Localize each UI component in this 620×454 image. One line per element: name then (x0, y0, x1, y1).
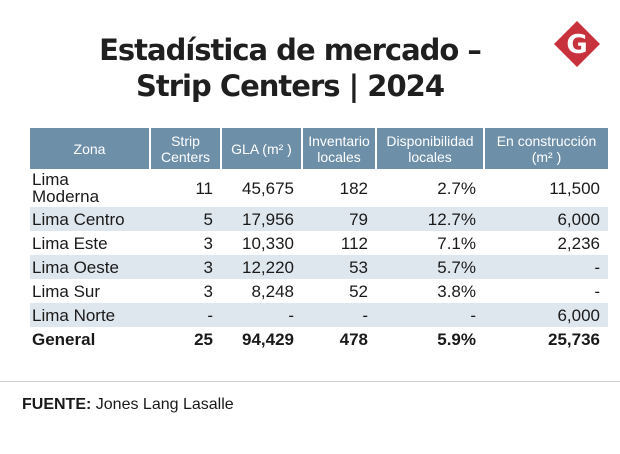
cell-construccion: - (484, 255, 608, 279)
source-note: FUENTE: Jones Lang Lasalle (22, 396, 234, 414)
header-disponibilidad: Disponibilidad locales (375, 128, 484, 169)
title-line-1: Estadística de mercado – (99, 33, 482, 67)
cell-gla: 45,675 (242, 178, 294, 198)
header-zona: Zona (30, 128, 150, 169)
cell-inventario: 52 (349, 281, 368, 301)
header-en-construccion: En construcción (m² ) (483, 128, 608, 169)
cell-disponibilidad: - (376, 303, 484, 327)
cell-construccion: 6,000 (484, 303, 608, 327)
cell-disponibilidad: 12.7% (376, 207, 484, 231)
cell-disponibilidad: 5.7% (376, 255, 484, 279)
table-row: Lima Este 3 10,330 112 7.1% 2,236 (30, 231, 608, 255)
market-stats-table: Zona Strip Centers GLA (m² ) Inventario lo… (30, 128, 608, 352)
table-row: Lima Centro 5 17,956 79 12.7% 6,000 (30, 207, 608, 231)
table-total-row: General 25 94,429 478 5.9% 25,736 (30, 327, 608, 352)
cell-strip: - (150, 303, 221, 327)
divider (0, 381, 620, 382)
cell-inventario: 112 (340, 233, 368, 253)
logo-letter: G (566, 30, 587, 60)
source-label: FUENTE: (22, 396, 92, 413)
cell-gla: 94,429 (242, 330, 294, 349)
cell-gla: 8,248 (251, 281, 294, 301)
cell-disponibilidad: 2.7% (437, 178, 476, 198)
cell-zona: General (32, 330, 96, 349)
cell-zona: Lima Este (32, 233, 108, 253)
header-inventario: Inventario locales (301, 128, 376, 169)
header-gla: GLA (m² ) (220, 128, 302, 169)
cell-inventario: 79 (302, 207, 376, 231)
cell-construccion: - (594, 281, 600, 301)
title-line-2: Strip Centers | 2024 (135, 69, 445, 103)
cell-gla: 17,956 (221, 207, 302, 231)
table-row: Lima Sur 3 8,248 52 3.8% - (30, 279, 608, 303)
cell-strip: 3 (150, 255, 221, 279)
cell-gla: 12,220 (221, 255, 302, 279)
table-header-row: Zona Strip Centers GLA (m² ) Inventario lo… (30, 128, 608, 169)
cell-disponibilidad: 5.9% (437, 330, 476, 349)
cell-disponibilidad: 7.1% (437, 233, 476, 253)
header-strip-centers: Strip Centers (149, 128, 221, 169)
cell-inventario: - (302, 303, 376, 327)
cell-strip: 25 (194, 330, 213, 349)
cell-disponibilidad: 3.8% (437, 281, 476, 301)
cell-inventario: 182 (339, 178, 368, 198)
cell-construccion: 25,736 (548, 330, 600, 349)
source-text: Jones Lang Lasalle (95, 396, 234, 413)
cell-inventario: 53 (302, 255, 376, 279)
cell-strip: 3 (203, 281, 213, 301)
cell-strip: 11 (195, 178, 213, 198)
cell-construccion: 2,236 (557, 233, 600, 253)
cell-zona: Lima Sur (32, 281, 101, 301)
table-row: Lima Moderna 11 45,675 182 2.7% 11,500 (30, 169, 608, 207)
table-row: Lima Oeste 3 12,220 53 5.7% - (30, 255, 608, 279)
brand-logo-icon: G (554, 21, 600, 67)
cell-gla: 10,330 (242, 233, 294, 253)
cell-construccion: 11,500 (549, 178, 600, 198)
page-title: Estadística de mercado – Strip Centers |… (60, 32, 520, 104)
cell-zona: Lima Moderna (32, 170, 100, 206)
cell-strip: 3 (203, 233, 213, 253)
cell-strip: 5 (150, 207, 221, 231)
cell-zona: Lima Centro (30, 207, 150, 231)
cell-gla: - (221, 303, 302, 327)
cell-zona: Lima Norte (30, 303, 150, 327)
cell-zona: Lima Oeste (30, 255, 150, 279)
cell-construccion: 6,000 (484, 207, 608, 231)
cell-inventario: 478 (339, 330, 368, 349)
table-row: Lima Norte - - - - 6,000 (30, 303, 608, 327)
